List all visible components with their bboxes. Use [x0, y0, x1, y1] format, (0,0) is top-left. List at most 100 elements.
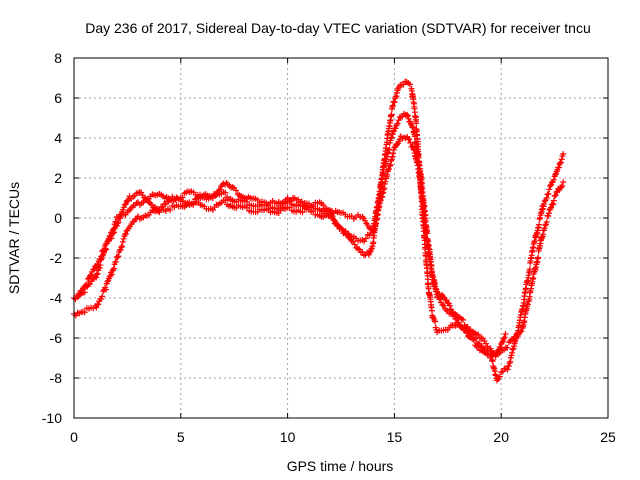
data-point: [507, 358, 514, 365]
y-tick-label: -10: [42, 410, 62, 426]
data-point: [545, 190, 552, 197]
data-point: [546, 186, 553, 193]
data-point: [366, 224, 373, 231]
data-point: [83, 281, 90, 288]
data-point: [541, 225, 548, 232]
data-point: [504, 366, 511, 373]
data-point: [392, 125, 399, 132]
data-point: [232, 187, 239, 194]
data-point: [440, 302, 447, 309]
data-point: [470, 336, 477, 343]
data-point: [517, 329, 524, 336]
data-point: [551, 193, 558, 200]
data-point: [502, 331, 509, 337]
x-tick-label: 25: [600, 429, 616, 445]
y-tick-label: -6: [50, 330, 63, 346]
data-point: [115, 219, 122, 226]
x-tick-label: 5: [177, 429, 185, 445]
data-point: [351, 241, 358, 248]
data-point: [119, 238, 126, 245]
data-point: [156, 209, 163, 216]
data-point: [119, 243, 126, 250]
data-point: [84, 275, 91, 282]
data-point: [482, 340, 489, 347]
data-point: [95, 301, 102, 308]
data-point: [492, 353, 499, 360]
data-point: [504, 344, 511, 351]
data-point: [547, 182, 554, 189]
data-point: [446, 302, 453, 309]
data-point: [118, 244, 125, 251]
data-point: [505, 362, 512, 369]
data-point: [110, 230, 117, 237]
x-axis-label: GPS time / hours: [287, 458, 394, 474]
data-point: [404, 113, 411, 120]
data-point: [359, 249, 366, 256]
data-point: [88, 271, 95, 278]
data-point: [356, 246, 363, 253]
series-trace-b: [71, 133, 567, 361]
x-tick-label: 15: [387, 429, 403, 445]
data-point: [552, 192, 559, 199]
data-point: [122, 230, 129, 237]
data-point: [310, 203, 317, 210]
y-tick-label: -2: [50, 250, 63, 266]
plot-frame: [73, 57, 609, 419]
data-point: [501, 334, 508, 341]
series-trace-c: [75, 110, 509, 360]
data-point: [114, 254, 121, 261]
data-point: [244, 204, 251, 211]
data-point: [108, 271, 115, 278]
data-point: [320, 202, 327, 209]
data-point: [286, 204, 293, 211]
data-point: [493, 350, 500, 357]
data-point: [87, 272, 94, 279]
data-point: [558, 156, 565, 163]
data-point: [560, 151, 567, 157]
x-tick-label: 20: [493, 429, 509, 445]
data-point: [110, 265, 117, 272]
data-point: [125, 197, 132, 204]
data-point: [455, 319, 462, 326]
y-tick-label: -8: [50, 370, 63, 386]
data-point: [424, 230, 431, 237]
data-point: [543, 218, 550, 225]
data-point: [320, 213, 327, 220]
data-point: [543, 194, 550, 201]
data-point: [299, 209, 306, 216]
x-tick-label: 0: [70, 429, 78, 445]
data-point: [179, 194, 186, 201]
data-point: [98, 253, 105, 260]
y-tick-label: 4: [54, 130, 62, 146]
data-point: [115, 253, 122, 260]
data-point: [509, 346, 516, 353]
data-point: [288, 197, 295, 204]
data-point: [475, 343, 482, 350]
data-point: [489, 358, 496, 365]
data-point: [406, 136, 413, 143]
data-point: [545, 210, 552, 217]
data-point: [485, 351, 492, 358]
data-point: [212, 192, 219, 199]
data-point: [526, 266, 533, 273]
data-point: [406, 81, 413, 88]
data-point: [506, 360, 513, 367]
data-point: [99, 293, 106, 300]
data-point: [222, 197, 229, 204]
data-point: [550, 197, 557, 204]
data-point: [108, 235, 115, 242]
data-point: [535, 254, 542, 261]
data-point: [540, 201, 547, 208]
data-point: [213, 191, 220, 198]
data-point: [409, 123, 416, 130]
data-point: [550, 200, 557, 207]
data-point: [366, 248, 373, 255]
data-point: [409, 124, 416, 131]
data-point: [394, 120, 401, 127]
data-point: [222, 189, 229, 196]
data-point: [542, 222, 549, 229]
y-tick-label: 8: [54, 50, 62, 66]
data-point: [330, 216, 337, 223]
data-point: [362, 235, 369, 242]
data-point: [550, 176, 557, 183]
